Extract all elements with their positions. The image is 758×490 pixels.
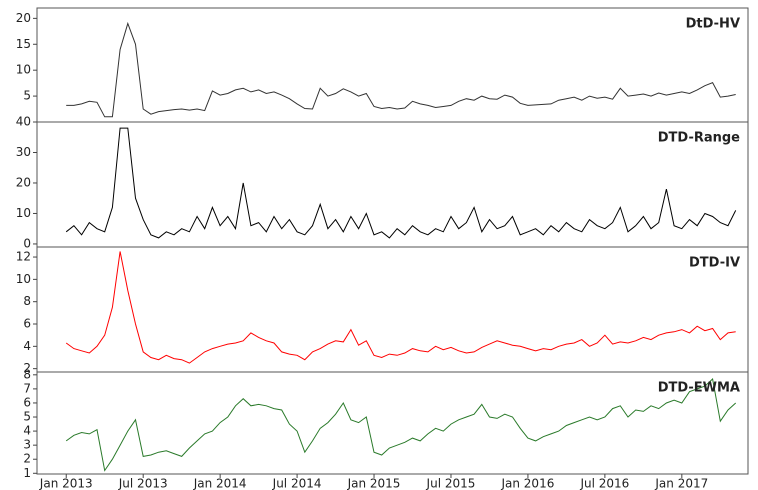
panel-frame xyxy=(36,371,749,475)
y-tick-label: 1 xyxy=(23,466,31,480)
y-tick-label: 40 xyxy=(16,115,31,129)
y-tick-label: 4 xyxy=(23,424,31,438)
x-tick-label: Jul 2016 xyxy=(579,477,629,490)
x-tick-label: Jan 2016 xyxy=(500,477,554,490)
x-tick-label: Jan 2013 xyxy=(39,477,93,490)
panel-frame xyxy=(36,121,749,248)
panel-title: DTD-Range xyxy=(658,131,740,146)
series-line xyxy=(66,21,736,118)
y-tick-label: 4 xyxy=(23,339,31,353)
x-tick-label: Jul 2013 xyxy=(118,477,168,490)
panel-frame xyxy=(36,7,749,123)
y-tick-label: 6 xyxy=(23,317,31,331)
y-tick-label: 0 xyxy=(23,236,31,250)
y-tick-label: 5 xyxy=(23,89,31,103)
y-tick-label: 10 xyxy=(16,63,31,77)
y-tick-label: 6 xyxy=(23,395,31,409)
y-tick-label: 15 xyxy=(16,37,31,51)
y-tick-label: 10 xyxy=(16,272,31,286)
y-tick-label: 12 xyxy=(16,250,31,264)
y-tick-label: 3 xyxy=(23,438,31,452)
y-tick-label: 2 xyxy=(23,452,31,466)
panel-title: DTD-IV xyxy=(689,256,740,271)
series-line xyxy=(65,251,736,364)
x-tick-label: Jan 2015 xyxy=(347,477,401,490)
panel-title: DtD-HV xyxy=(686,17,740,32)
series-line xyxy=(65,127,737,239)
x-tick-label: Jul 2015 xyxy=(426,477,476,490)
y-tick-label: 8 xyxy=(23,294,31,308)
x-tick-label: Jan 2014 xyxy=(193,477,247,490)
y-tick-label: 5 xyxy=(23,410,31,424)
panel-title: DTD-EWMA xyxy=(658,381,740,396)
series-line xyxy=(65,378,737,472)
y-tick-label: 20 xyxy=(16,175,31,189)
y-tick-label: 30 xyxy=(16,145,31,159)
y-tick-label: 10 xyxy=(16,206,31,220)
x-tick-label: Jan 2017 xyxy=(654,477,708,490)
y-tick-label: 7 xyxy=(23,381,31,395)
y-tick-label: 8 xyxy=(23,367,31,381)
x-tick-label: Jul 2014 xyxy=(272,477,322,490)
panel-frame xyxy=(36,246,749,373)
y-tick-label: 2 xyxy=(23,361,31,375)
y-tick-label: 20 xyxy=(16,11,31,25)
